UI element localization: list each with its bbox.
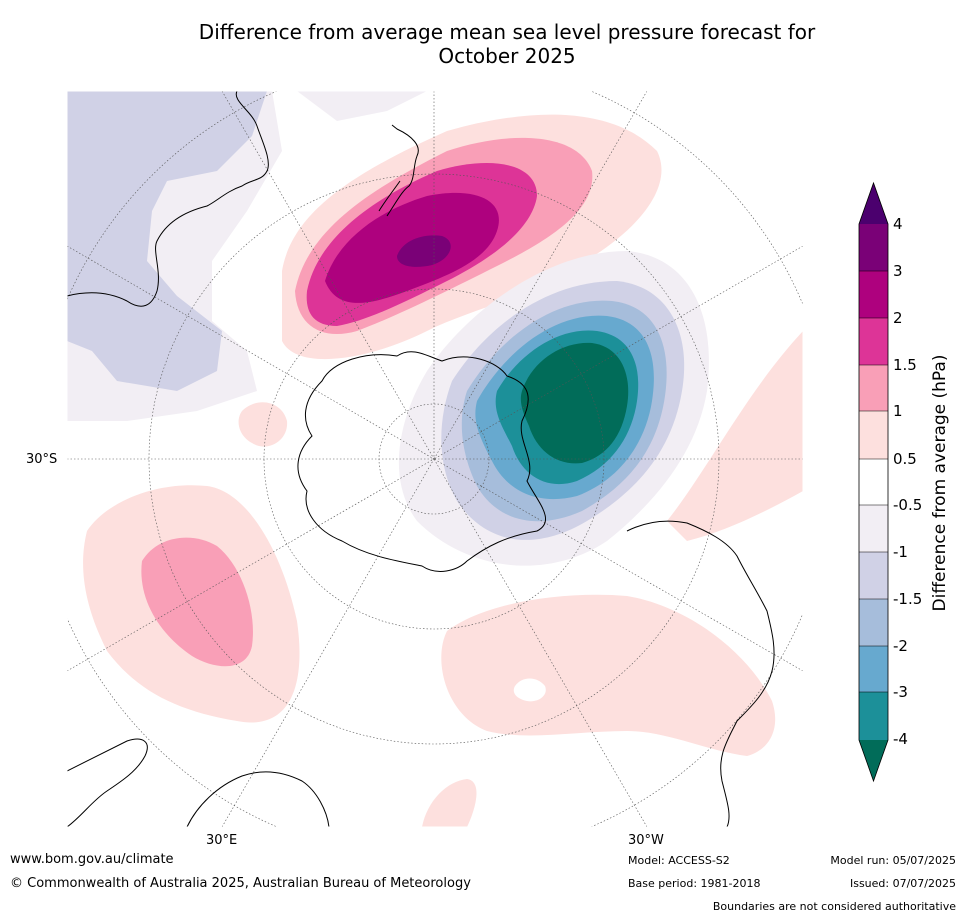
colorbar-tick: -3 — [893, 683, 908, 701]
colorbar-tick: 3 — [893, 262, 903, 280]
colorbar-band-3-4 — [859, 224, 888, 271]
anomaly-neg-4-sepac — [520, 342, 629, 464]
colorbar-arrow-top — [859, 183, 888, 224]
colorbar-band-1-1.5 — [859, 365, 888, 411]
graticule — [67, 91, 803, 827]
colorbar-tick: 1 — [893, 402, 903, 420]
base-period-text: Base period: 1981-2018 — [628, 877, 761, 890]
colorbar-tick: -1.5 — [893, 590, 923, 608]
colorbar-band-0.5-1 — [859, 411, 888, 459]
model-text: Model: ACCESS-S2 — [628, 854, 730, 867]
australia-coast — [67, 91, 269, 307]
copyright-text: © Commonwealth of Australia 2025, Austra… — [10, 876, 471, 891]
disclaimer-text: Boundaries are not considered authoritat… — [712, 900, 956, 913]
colorbar-tick: 1.5 — [893, 356, 917, 374]
title-line-2: October 2025 — [438, 44, 576, 68]
map-title: Difference from average mean sea level p… — [0, 20, 965, 68]
colorbar-tick: -0.5 — [893, 496, 923, 514]
colorbar-label: Difference from average (hPa) — [930, 354, 950, 612]
colorbar-band-neg-2-1.5 — [859, 599, 888, 646]
anomaly-pos-0.5-bottom — [422, 779, 477, 827]
africa-coast-2 — [186, 771, 330, 827]
anomaly-pos-3-nz — [397, 235, 451, 267]
antarctica-coast — [297, 351, 547, 572]
colorbar-band-neg-1.5-1 — [859, 552, 888, 599]
colorbar-tick: 0.5 — [893, 450, 917, 468]
colorbar-tick: -4 — [893, 730, 908, 748]
africa-coast — [67, 738, 148, 827]
anomaly-neg-1.5-west — [67, 91, 267, 391]
coastlines — [67, 91, 775, 827]
colorbar-band-2-3 — [859, 271, 888, 318]
colorbar-tick: 4 — [893, 215, 903, 233]
colorbar-band-neg-4-3 — [859, 692, 888, 740]
title-line-1: Difference from average mean sea level p… — [198, 20, 816, 44]
model-run-text: Model run: 05/07/2025 — [830, 854, 956, 867]
anomaly-pos-0.5-east — [667, 331, 803, 541]
polar-map — [66, 90, 804, 828]
lon-label-30e: 30°E — [206, 833, 238, 848]
colorbar-band-1.5-2 — [859, 318, 888, 365]
new-zealand-south — [378, 180, 401, 212]
lat-label-30s: 30°S — [26, 452, 58, 467]
anomaly-neg-top — [297, 91, 427, 121]
anomaly-neutral-hole-s — [513, 678, 546, 702]
anomaly-pos-0.5-small-w — [238, 402, 288, 447]
map-canvas — [66, 90, 804, 828]
colorbar-tick: -2 — [893, 637, 908, 655]
anomaly-pos-1-sw — [141, 537, 253, 667]
issued-text: Issued: 07/07/2025 — [849, 877, 956, 890]
website-link[interactable]: www.bom.gov.au/climate — [10, 852, 174, 867]
new-zealand-coast — [386, 124, 419, 217]
colorbar-band-neutral — [859, 459, 888, 505]
colorbar-band-neg-1-0.5 — [859, 505, 888, 552]
south-america-coast — [626, 520, 775, 827]
colorbar-tick: -1 — [893, 543, 908, 561]
colorbar-arrow-bottom — [859, 740, 888, 781]
anomaly-pos-0.5-s — [441, 594, 776, 756]
colorbar-tick: 2 — [893, 309, 903, 327]
colorbar-band-neg-3-2 — [859, 646, 888, 692]
lon-label-30w: 30°W — [628, 833, 664, 848]
